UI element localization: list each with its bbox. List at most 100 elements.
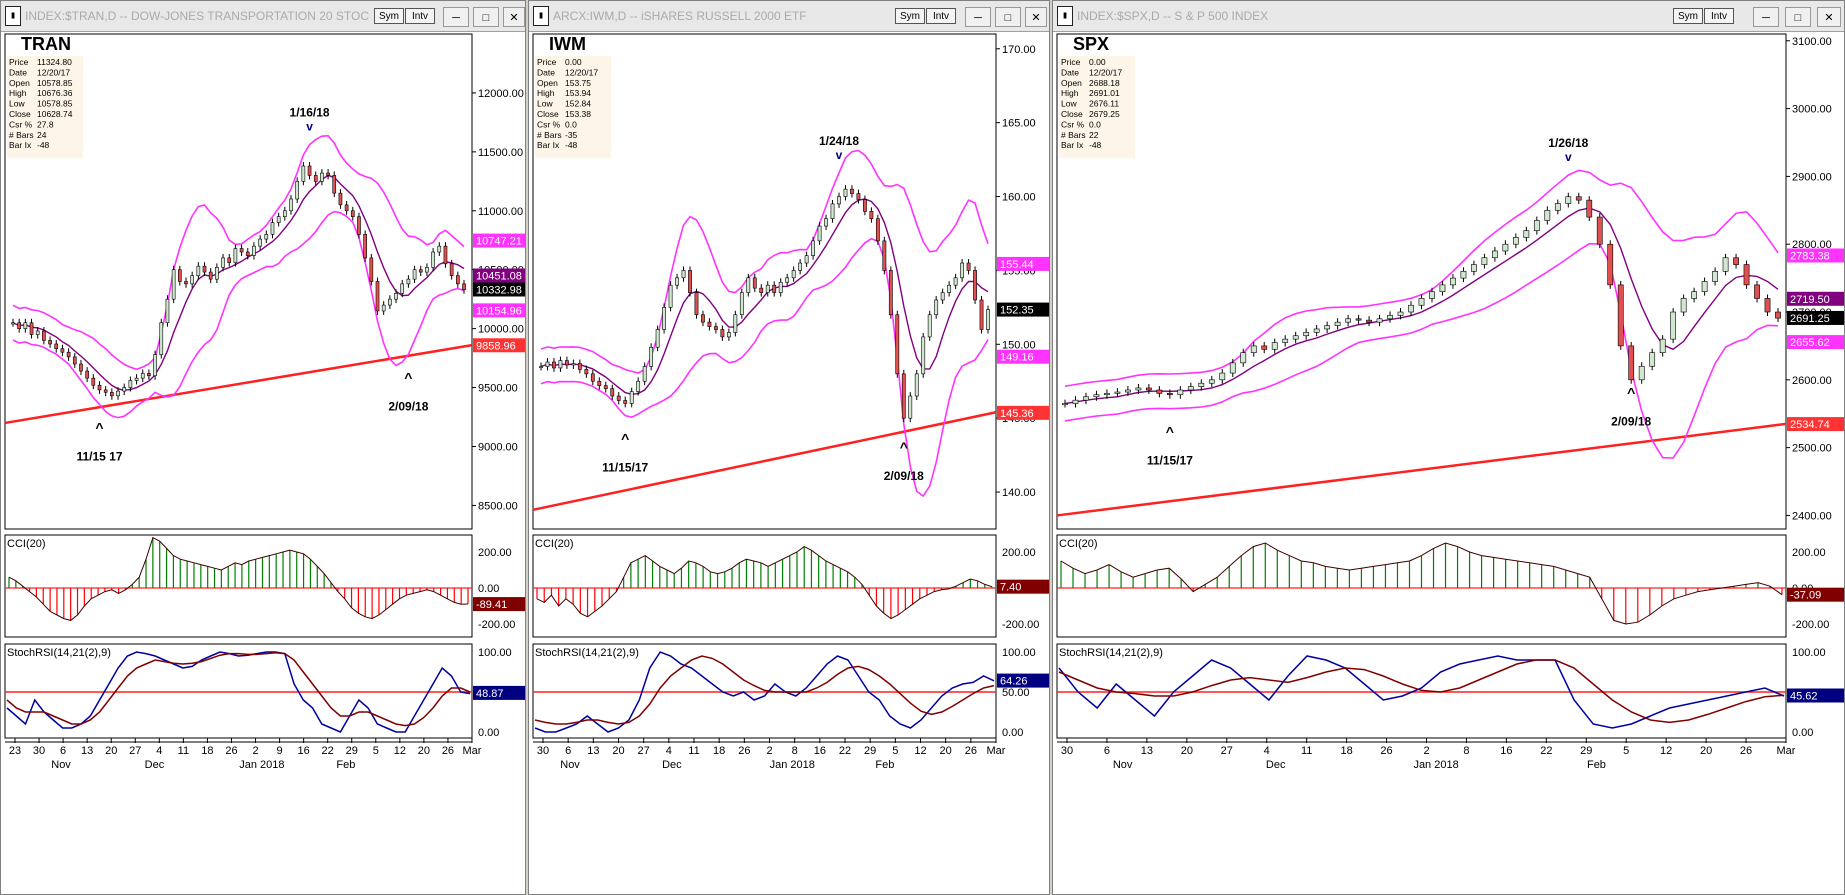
price-tag-label: 10154.96: [476, 305, 522, 317]
info-key: High: [9, 88, 27, 98]
cci-tick-label: 200.00: [478, 547, 512, 559]
candle: [171, 269, 176, 300]
chart-app-icon: ▮: [1057, 6, 1073, 26]
candle: [258, 238, 262, 247]
candle: [147, 373, 151, 377]
candle: [772, 284, 777, 293]
x-axis-label: 8: [792, 745, 798, 757]
candle: [804, 255, 809, 264]
candle: [1187, 386, 1194, 391]
candle: [320, 172, 324, 182]
x-axis-label: 4: [156, 745, 162, 757]
x-axis-label: 27: [1221, 745, 1233, 757]
candle: [1355, 318, 1362, 321]
stochrsi-tick-label: 0.00: [1002, 727, 1023, 739]
cci-tag: [473, 597, 525, 612]
chart-window-spx[interactable]: ▮ INDEX:$SPX,D -- S & P 500 INDEX Sym In…: [1052, 0, 1845, 895]
candle: [437, 245, 442, 253]
candle: [1743, 264, 1750, 286]
x-axis-label: 30: [1061, 745, 1073, 757]
minimize-icon[interactable]: ─: [965, 7, 991, 27]
maximize-icon[interactable]: □: [995, 7, 1021, 27]
candle: [726, 332, 731, 338]
window-titlebar[interactable]: ▮ ARCX:IWM,D -- iSHARES RUSSELL 2000 ETF…: [529, 1, 1049, 32]
x-axis-label: 29: [346, 745, 358, 757]
stochrsi-label: StochRSI(14,21(2),9): [1059, 647, 1163, 659]
sym-button[interactable]: Sym: [895, 8, 925, 24]
stochrsi-tag: [473, 685, 525, 700]
candle: [778, 281, 783, 293]
chart-canvas: 12000.0011500.0011000.0010500.0010000.00…: [4, 33, 525, 771]
info-value: 24: [37, 130, 47, 140]
x-axis-label: Mar: [463, 745, 482, 757]
cci-tag-label: -37.09: [1790, 590, 1821, 602]
window-titlebar[interactable]: ▮ INDEX:$SPX,D -- S & P 500 INDEX Sym In…: [1053, 1, 1844, 32]
info-value: -35: [565, 130, 578, 140]
candle: [733, 314, 738, 333]
info-key: Open: [537, 78, 558, 88]
info-box: [7, 56, 83, 158]
maximize-icon[interactable]: □: [1785, 7, 1811, 27]
price-tag: [1787, 417, 1844, 432]
price-tag-label: 2783.38: [1790, 250, 1830, 262]
candle: [110, 391, 114, 397]
stochrsi-slow-line: [6, 652, 471, 727]
close-icon[interactable]: ✕: [503, 7, 525, 27]
chart-window-tran[interactable]: ▮ INDEX:$TRAN,D -- DOW-JONES TRANSPORTAT…: [0, 0, 526, 895]
candle: [597, 380, 602, 386]
candle: [85, 370, 89, 379]
candle: [289, 198, 293, 212]
sym-button[interactable]: Sym: [374, 8, 404, 24]
candle: [1450, 277, 1456, 286]
price-tag-label: 152.35: [1000, 305, 1034, 317]
x-axis-label: 30: [33, 745, 45, 757]
price-tag-label: 9858.96: [476, 340, 516, 352]
close-icon[interactable]: ✕: [1025, 7, 1047, 27]
x-axis-label: 6: [60, 745, 66, 757]
candle: [42, 330, 46, 341]
candle: [565, 360, 569, 366]
x-axis-label: 20: [105, 745, 117, 757]
candle: [1324, 325, 1331, 330]
maximize-icon[interactable]: □: [473, 7, 499, 27]
candle: [1533, 220, 1540, 231]
candle: [17, 322, 22, 329]
candle: [1198, 382, 1205, 387]
cci-panel: [4, 534, 473, 638]
info-value: 153.38: [565, 109, 591, 119]
candle: [159, 322, 164, 355]
candle: [1733, 257, 1739, 265]
x-axis-month-label: Jan 2018: [1413, 759, 1458, 771]
cci-tag: [997, 579, 1049, 594]
ma200-line: [1056, 422, 1787, 517]
minimize-icon[interactable]: ─: [443, 7, 469, 27]
intv-button[interactable]: Intv: [1704, 8, 1734, 24]
y-axis-label: 170.00: [1002, 44, 1036, 56]
intv-button[interactable]: Intv: [926, 8, 956, 24]
stochrsi-fast-line: [6, 651, 471, 733]
candle: [1114, 391, 1121, 394]
stochrsi-fast-line: [534, 651, 995, 733]
candle: [1334, 321, 1341, 326]
chart-window-iwm[interactable]: ▮ ARCX:IWM,D -- iSHARES RUSSELL 2000 ETF…: [528, 0, 1050, 895]
candle: [577, 363, 582, 370]
trough-date-label: 2/09/18: [1611, 415, 1651, 429]
candle: [443, 245, 448, 265]
candle: [895, 314, 900, 375]
candle: [1429, 291, 1435, 299]
candle: [545, 361, 550, 367]
info-key: Price: [9, 57, 29, 67]
x-axis-label: 12: [394, 745, 406, 757]
x-axis-label: 23: [9, 745, 21, 757]
sym-button[interactable]: Sym: [1673, 8, 1703, 24]
x-axis-label: 5: [1623, 745, 1629, 757]
minimize-icon[interactable]: ─: [1753, 7, 1779, 27]
x-axis-month-label: Jan 2018: [770, 759, 815, 771]
candle: [1775, 311, 1781, 319]
candle: [759, 287, 764, 293]
candle: [215, 267, 219, 280]
window-title: INDEX:$SPX,D -- S & P 500 INDEX: [1077, 9, 1269, 23]
close-icon[interactable]: ✕: [1817, 7, 1841, 27]
window-titlebar[interactable]: ▮ INDEX:$TRAN,D -- DOW-JONES TRANSPORTAT…: [1, 1, 525, 32]
intv-button[interactable]: Intv: [405, 8, 435, 24]
